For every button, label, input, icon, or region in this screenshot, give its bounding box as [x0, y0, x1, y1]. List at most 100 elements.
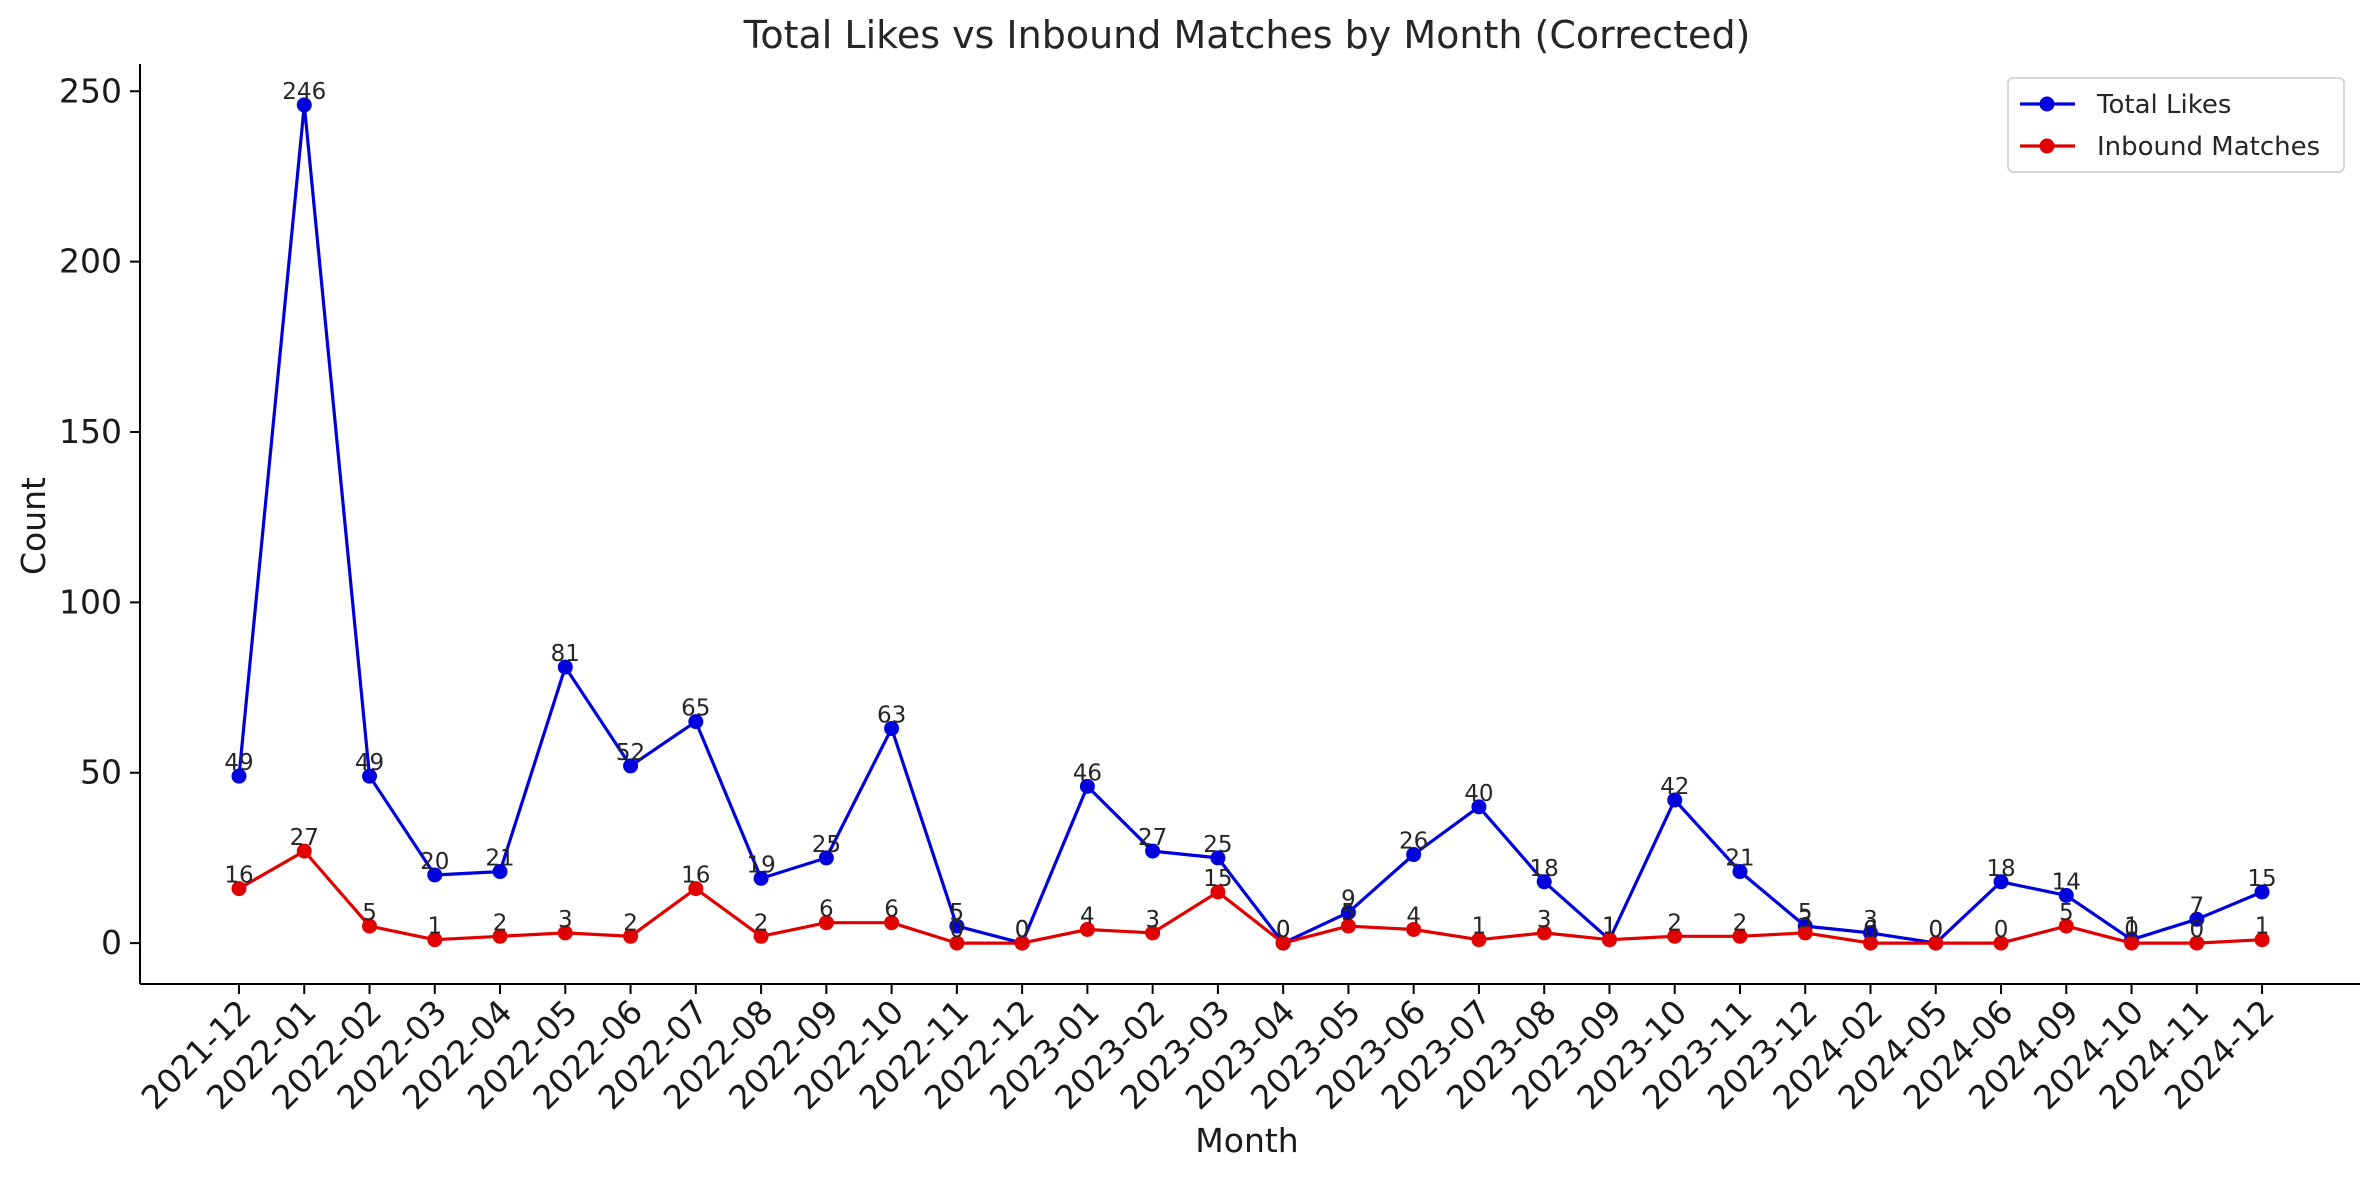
data-label: 5 — [1341, 900, 1356, 926]
data-label: 1 — [427, 914, 442, 940]
data-label: 2 — [623, 910, 638, 936]
data-point — [1863, 935, 1878, 951]
data-label: 246 — [282, 79, 326, 105]
data-label: 21 — [1725, 846, 1754, 872]
data-label: 5 — [2059, 900, 2074, 926]
data-label: 25 — [812, 832, 841, 858]
legend-label: Total Likes — [2096, 90, 2231, 120]
data-point — [557, 659, 573, 675]
data-point — [296, 843, 312, 859]
data-label: 20 — [420, 849, 449, 875]
data-point — [2124, 935, 2140, 951]
data-point — [884, 720, 900, 736]
data-point — [1079, 921, 1095, 937]
data-label: 26 — [1399, 829, 1428, 855]
data-label: 0 — [1994, 917, 2009, 943]
y-tick-label: 200 — [59, 242, 122, 281]
data-label: 0 — [1015, 917, 1030, 943]
legend-box — [2007, 77, 2345, 173]
data-label: 0 — [1928, 917, 1943, 943]
data-label: 0 — [2189, 917, 2204, 943]
data-point — [2254, 932, 2270, 948]
data-point — [492, 928, 508, 944]
data-label: 1 — [2124, 914, 2139, 940]
data-point — [1993, 935, 2009, 951]
data-label: 3 — [1863, 907, 1878, 933]
data-label: 1 — [1472, 914, 1487, 940]
legend-swatch-marker — [2039, 138, 2055, 154]
data-label: 2 — [493, 910, 508, 936]
data-point — [1210, 850, 1226, 866]
data-point — [2058, 918, 2074, 934]
data-label: 49 — [224, 750, 253, 776]
data-point — [362, 768, 378, 784]
data-label: 9 — [1341, 886, 1356, 912]
data-label: 81 — [551, 641, 580, 667]
data-point — [1732, 864, 1748, 880]
data-point — [1406, 921, 1422, 937]
data-label: 21 — [485, 846, 514, 872]
data-label: 63 — [877, 702, 906, 728]
data-point — [2058, 887, 2074, 903]
data-label: 46 — [1073, 760, 1102, 786]
data-label: 18 — [1986, 856, 2015, 882]
data-label: 5 — [950, 900, 965, 926]
data-point — [1145, 925, 1161, 941]
data-label: 5 — [1798, 900, 1813, 926]
data-label: 3 — [1145, 907, 1160, 933]
data-point — [427, 867, 443, 883]
data-label: 52 — [616, 740, 645, 766]
data-point — [1536, 874, 1552, 890]
data-point — [623, 758, 639, 774]
y-axis-label: Count — [14, 477, 53, 575]
data-point — [1340, 904, 1356, 920]
legend: Total Likes Inbound Matches — [2007, 77, 2345, 173]
legend-swatch-marker — [2039, 96, 2055, 112]
data-label: 49 — [355, 750, 384, 776]
data-point — [1797, 925, 1813, 941]
data-label: 15 — [1203, 866, 1232, 892]
data-point — [1667, 928, 1683, 944]
data-label: 3 — [1798, 907, 1813, 933]
series-line — [237, 103, 2263, 945]
data-label: 4 — [1080, 903, 1095, 929]
data-label: 6 — [819, 897, 834, 923]
x-axis-label: Month — [1195, 1121, 1298, 1160]
data-point — [1210, 884, 1226, 900]
data-label: 0 — [2124, 917, 2139, 943]
data-point — [1601, 932, 1617, 948]
y-tick-label: 150 — [59, 412, 122, 451]
data-label: 7 — [2189, 893, 2204, 919]
data-label: 16 — [681, 863, 710, 889]
data-label: 18 — [1530, 856, 1559, 882]
series-line — [238, 849, 2263, 945]
data-label: 0 — [950, 917, 965, 943]
data-point — [884, 915, 900, 931]
y-tick-label: 250 — [59, 71, 122, 110]
data-point — [1471, 932, 1487, 948]
data-point — [1079, 778, 1095, 794]
data-point — [1667, 792, 1683, 808]
data-point — [2189, 911, 2205, 927]
data-label: 0 — [1863, 917, 1878, 943]
data-point — [296, 97, 312, 113]
data-point — [1014, 935, 1030, 951]
data-point — [231, 881, 247, 897]
data-label: 6 — [884, 897, 899, 923]
data-point — [623, 928, 639, 944]
chart-title: Total Likes vs Inbound Matches by Month … — [743, 13, 1751, 57]
data-label: 16 — [224, 863, 253, 889]
data-point — [949, 918, 965, 934]
data-label: 2 — [1667, 910, 1682, 936]
data-label: 27 — [1138, 825, 1167, 851]
data-point — [753, 870, 769, 886]
data-point — [688, 714, 704, 730]
data-point — [1145, 843, 1161, 859]
data-point — [492, 864, 508, 880]
data-point — [1406, 847, 1422, 863]
y-tick-label: 0 — [101, 923, 122, 962]
